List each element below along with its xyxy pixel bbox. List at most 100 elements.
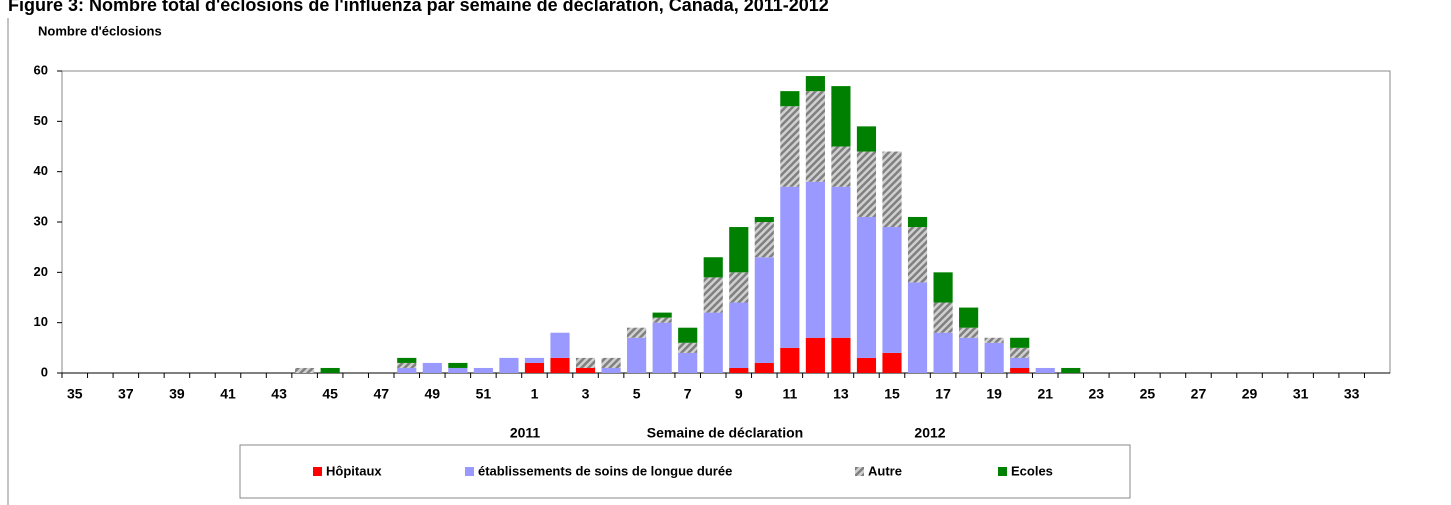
bar-segment xyxy=(1010,357,1030,368)
bar-segment xyxy=(856,151,877,217)
bar-segment xyxy=(882,352,902,373)
x-tick-label: 1 xyxy=(531,386,539,402)
bar-segment xyxy=(1010,337,1030,348)
x-tick-label: 3 xyxy=(582,386,590,402)
bar-segment xyxy=(1010,347,1030,358)
bar-segment xyxy=(652,312,672,318)
y-tick-label: 30 xyxy=(34,213,48,228)
bar-segment xyxy=(729,272,749,303)
bar-segment xyxy=(959,327,979,338)
bar-segment xyxy=(1010,367,1030,373)
y-axis-title: Nombre d'éclosions xyxy=(38,23,162,38)
bar-segment xyxy=(780,347,800,373)
bar-segment xyxy=(703,257,723,278)
x-tick-label: 15 xyxy=(884,386,900,402)
bar-segment xyxy=(933,332,953,373)
bar-segment xyxy=(959,337,979,373)
legend-swatch xyxy=(313,467,322,476)
legend-swatch xyxy=(855,467,864,476)
bar-segment xyxy=(959,307,979,328)
x-tick-label: 39 xyxy=(169,386,185,402)
bar-segment xyxy=(499,357,519,373)
bar-segment xyxy=(907,227,928,283)
x-tick-label: 45 xyxy=(322,386,338,402)
x-axis-title: Semaine de déclaration xyxy=(647,425,803,441)
legend-label: Hôpitaux xyxy=(326,463,382,478)
x-tick-label: 13 xyxy=(833,386,849,402)
plot-area xyxy=(61,70,1391,374)
x-tick-label: 27 xyxy=(1191,386,1207,402)
bar-segment xyxy=(575,357,596,368)
bar-segment xyxy=(729,302,749,368)
bar-segment xyxy=(754,216,774,222)
bar-segment xyxy=(933,302,953,333)
bar-segment xyxy=(754,222,774,258)
x-tick-label: 19 xyxy=(986,386,1002,402)
x-tick-label: 47 xyxy=(373,386,389,402)
x-tick-label: 35 xyxy=(67,386,83,402)
bar-segment xyxy=(729,227,749,273)
bar-segment xyxy=(320,367,340,373)
x-tick-label: 31 xyxy=(1293,386,1309,402)
bar-segment xyxy=(882,151,902,228)
bar-segment xyxy=(856,357,877,373)
x-tick-label: 25 xyxy=(1140,386,1156,402)
legend-label: établissements de soins de longue durée xyxy=(478,463,732,478)
y-tick-label: 60 xyxy=(34,62,48,77)
bar-segment xyxy=(397,367,417,373)
legend-swatch xyxy=(998,467,1007,476)
legend-swatch xyxy=(465,467,474,476)
bar-segment xyxy=(473,367,493,373)
annotation: 2012 xyxy=(914,425,945,441)
x-tick-label: 5 xyxy=(633,386,641,402)
bar-segment xyxy=(678,327,698,343)
y-tick-label: 50 xyxy=(34,113,48,128)
bar-segment xyxy=(729,367,749,373)
x-tick-label: 37 xyxy=(118,386,134,402)
bar-segment xyxy=(882,227,902,353)
bar-segment xyxy=(652,322,672,373)
bar-segment xyxy=(754,257,774,363)
x-tick-label: 49 xyxy=(425,386,441,402)
bar-segment xyxy=(780,106,800,187)
x-tick-label: 7 xyxy=(684,386,692,402)
bar-segment xyxy=(550,332,570,358)
x-tick-label: 43 xyxy=(271,386,287,402)
bar-segment xyxy=(831,337,851,373)
legend-label: Ecoles xyxy=(1011,463,1053,478)
x-tick-label: 17 xyxy=(935,386,951,402)
bar-segment xyxy=(831,86,851,147)
legend xyxy=(239,444,1131,499)
bar-segment xyxy=(575,367,596,373)
bar-segment xyxy=(1035,367,1055,373)
bar-segment xyxy=(984,342,1004,373)
bar-segment xyxy=(805,181,825,338)
bar-segment xyxy=(703,312,723,373)
bar-segment xyxy=(703,277,723,313)
bar-segment xyxy=(601,367,621,373)
x-tick-label: 41 xyxy=(220,386,236,402)
bar-segment xyxy=(422,362,442,373)
bar-segment xyxy=(1061,367,1081,373)
bar-segment xyxy=(295,367,315,373)
bar-segment xyxy=(627,337,647,373)
bar-segment xyxy=(856,126,877,152)
bar-segment xyxy=(984,337,1004,343)
bar-segment xyxy=(652,317,672,323)
bar-segment xyxy=(805,76,825,92)
y-tick-label: 10 xyxy=(34,314,48,329)
x-tick-label: 29 xyxy=(1242,386,1258,402)
bar-segment xyxy=(448,367,468,373)
bar-segment xyxy=(627,327,647,338)
bar-segment xyxy=(933,272,953,303)
y-tick-label: 20 xyxy=(34,264,48,279)
x-tick-label: 23 xyxy=(1089,386,1105,402)
bar-segment xyxy=(550,357,570,373)
bar-segment xyxy=(448,362,468,368)
bar-segment xyxy=(831,146,851,187)
bar-segment xyxy=(397,357,417,363)
bar-segment xyxy=(907,216,928,228)
bar-segment xyxy=(805,91,825,182)
bar-segment xyxy=(601,357,621,368)
